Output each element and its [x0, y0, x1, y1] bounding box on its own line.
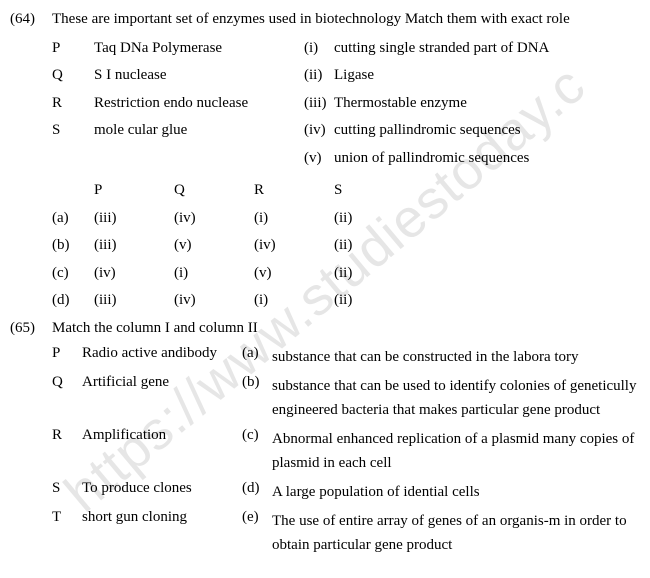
left-item [94, 147, 304, 170]
q65-left-item: short gun cloning [82, 509, 242, 526]
q64-match-row: S mole cular glue (iv) cutting pallindro… [10, 119, 640, 142]
opt-s: (ii) [334, 289, 414, 312]
left-item: S I nuclease [94, 64, 304, 87]
q65-text: Match the column I and column II [52, 317, 640, 340]
q65-match-row: Q Artificial gene (b) substance that can… [10, 374, 640, 422]
q65-left-item: Artificial gene [82, 374, 242, 391]
q65-right-opt: (e) [242, 509, 272, 526]
q65-match-row: R Amplification (c) Abnormal enhanced re… [10, 427, 640, 475]
right-roman: (iv) [304, 119, 334, 142]
opt-r: (i) [254, 289, 334, 312]
opt-p: (iii) [94, 234, 174, 257]
opt-label: (b) [52, 234, 94, 257]
opt-r: (iv) [254, 234, 334, 257]
q65-right-opt: (c) [242, 427, 272, 444]
opt-label: (a) [52, 207, 94, 230]
right-roman: (v) [304, 147, 334, 170]
opt-label: (d) [52, 289, 94, 312]
q65-match-row: P Radio active andibody (a) substance th… [10, 345, 640, 369]
q65-right-opt: (a) [242, 345, 272, 362]
q65-right-desc: substance that can be constructed in the… [272, 345, 640, 369]
opt-p: (iii) [94, 207, 174, 230]
q65-left-item: Amplification [82, 427, 242, 444]
opt-q: (v) [174, 234, 254, 257]
opt-s: (ii) [334, 262, 414, 285]
left-label: S [52, 119, 94, 142]
left-item: Restriction endo nuclease [94, 92, 304, 115]
q65-match-row: S To produce clones (d) A large populati… [10, 480, 640, 504]
opt-q: (iv) [174, 289, 254, 312]
opt-s: (ii) [334, 234, 414, 257]
left-label: R [52, 92, 94, 115]
q65-left-label: Q [52, 374, 82, 391]
right-desc: Thermostable enzyme [334, 92, 640, 115]
opt-r: (v) [254, 262, 334, 285]
left-item: Taq DNa Polymerase [94, 37, 304, 60]
opt-s: (ii) [334, 207, 414, 230]
right-roman: (iii) [304, 92, 334, 115]
opt-p: (iv) [94, 262, 174, 285]
q64-match-row: R Restriction endo nuclease (iii) Thermo… [10, 92, 640, 115]
opt-q: (iv) [174, 207, 254, 230]
left-label: P [52, 37, 94, 60]
opt-q: (i) [174, 262, 254, 285]
q65-right-opt: (d) [242, 480, 272, 497]
right-desc: Ligase [334, 64, 640, 87]
q65-right-opt: (b) [242, 374, 272, 391]
q65-left-label: R [52, 427, 82, 444]
left-label: Q [52, 64, 94, 87]
hdr-r: R [254, 179, 334, 202]
q65-right-desc: substance that can be used to identify c… [272, 374, 640, 422]
hdr-q: Q [174, 179, 254, 202]
hdr-s: S [334, 179, 414, 202]
right-roman: (i) [304, 37, 334, 60]
q64-answer-header: P Q R S [10, 179, 640, 202]
q64-option-row: (b) (iii) (v) (iv) (ii) [10, 234, 640, 257]
q64-option-row: (c) (iv) (i) (v) (ii) [10, 262, 640, 285]
opt-label: (c) [52, 262, 94, 285]
q65-left-label: S [52, 480, 82, 497]
right-desc: cutting single stranded part of DNA [334, 37, 640, 60]
right-desc: cutting pallindromic sequences [334, 119, 640, 142]
q64-match-row: (v) union of pallindromic sequences [10, 147, 640, 170]
q65-right-desc: Abnormal enhanced replication of a plasm… [272, 427, 640, 475]
q65-header: (65) Match the column I and column II [10, 317, 640, 340]
q64-match-row: P Taq DNa Polymerase (i) cutting single … [10, 37, 640, 60]
opt-p: (iii) [94, 289, 174, 312]
q65-right-desc: The use of entire array of genes of an o… [272, 509, 640, 557]
q65-left-item: Radio active andibody [82, 345, 242, 362]
left-item: mole cular glue [94, 119, 304, 142]
hdr-p: P [94, 179, 174, 202]
q64-option-row: (d) (iii) (iv) (i) (ii) [10, 289, 640, 312]
right-roman: (ii) [304, 64, 334, 87]
q65-left-label: T [52, 509, 82, 526]
left-label [52, 147, 94, 170]
q65-match-row: T short gun cloning (e) The use of entir… [10, 509, 640, 557]
q64-match-row: Q S I nuclease (ii) Ligase [10, 64, 640, 87]
q64-option-row: (a) (iii) (iv) (i) (ii) [10, 207, 640, 230]
q65-left-label: P [52, 345, 82, 362]
q65-right-desc: A large population of idential cells [272, 480, 640, 504]
opt-r: (i) [254, 207, 334, 230]
q65-num: (65) [10, 317, 52, 340]
q64-num: (64) [10, 8, 52, 31]
q64-header: (64) These are important set of enzymes … [10, 8, 640, 31]
q64-text: These are important set of enzymes used … [52, 8, 640, 31]
page-content: (64) These are important set of enzymes … [10, 8, 640, 557]
right-desc: union of pallindromic sequences [334, 147, 640, 170]
q65-left-item: To produce clones [82, 480, 242, 497]
